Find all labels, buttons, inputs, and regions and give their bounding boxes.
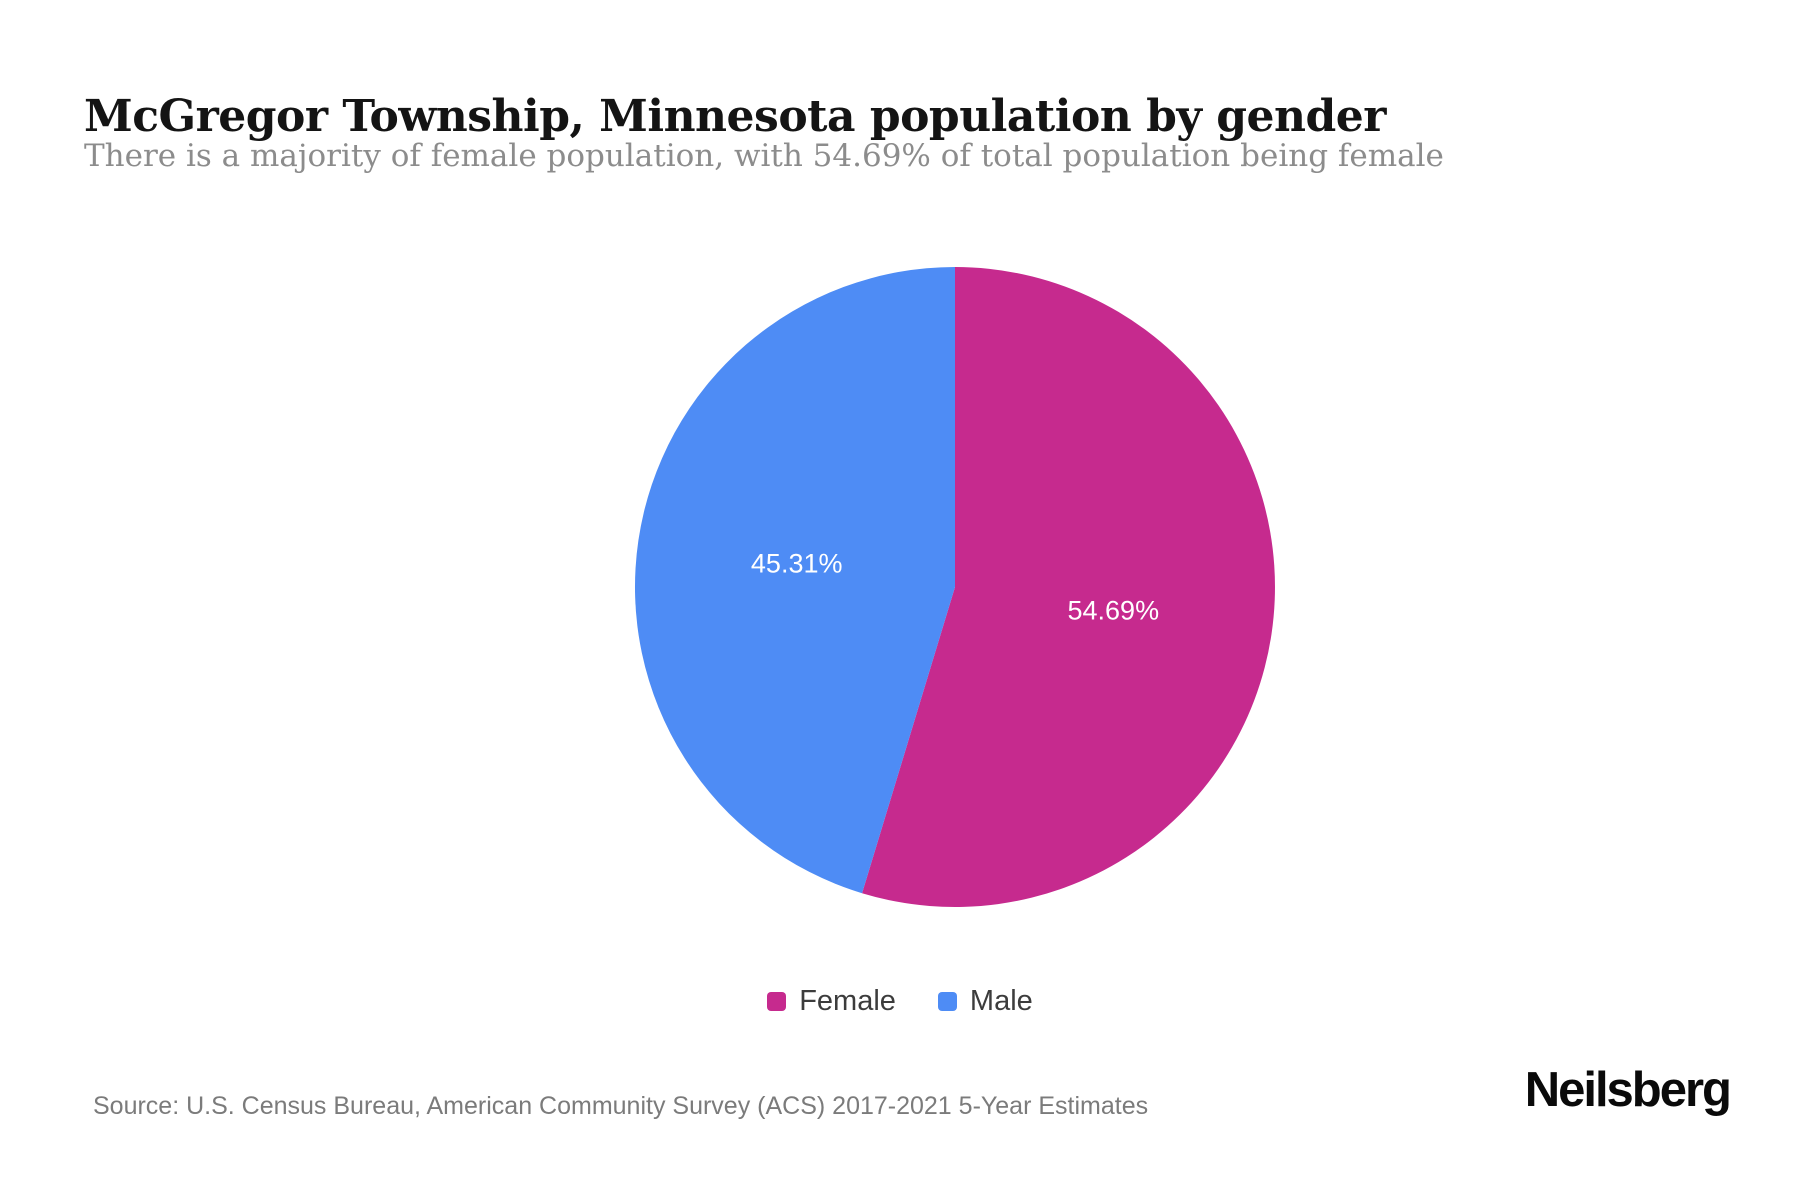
legend-label-female: Female <box>799 985 896 1017</box>
pie-slice-female[interactable] <box>862 267 1275 908</box>
source-note: Source: U.S. Census Bureau, American Com… <box>93 1092 1149 1120</box>
legend-label-male: Male <box>969 985 1033 1017</box>
legend: Female Male <box>0 985 1800 1018</box>
legend-swatch-male <box>937 992 957 1011</box>
legend-swatch-female <box>767 992 787 1011</box>
pie-slice-male[interactable] <box>634 267 955 894</box>
pie-slice-label-male: 45.31% <box>751 549 843 579</box>
legend-item-male[interactable]: Male <box>937 985 1033 1018</box>
pie-slice-label-female: 54.69% <box>1068 596 1160 626</box>
brand-logo: Neilsberg <box>1524 1063 1732 1117</box>
chart-title: McGregor Township, Minnesota population … <box>84 91 1386 143</box>
pie-chart-svg: 54.69% 45.31% <box>634 267 1275 908</box>
legend-item-female[interactable]: Female <box>767 985 896 1018</box>
chart-subtitle: There is a majority of female population… <box>84 138 1444 174</box>
